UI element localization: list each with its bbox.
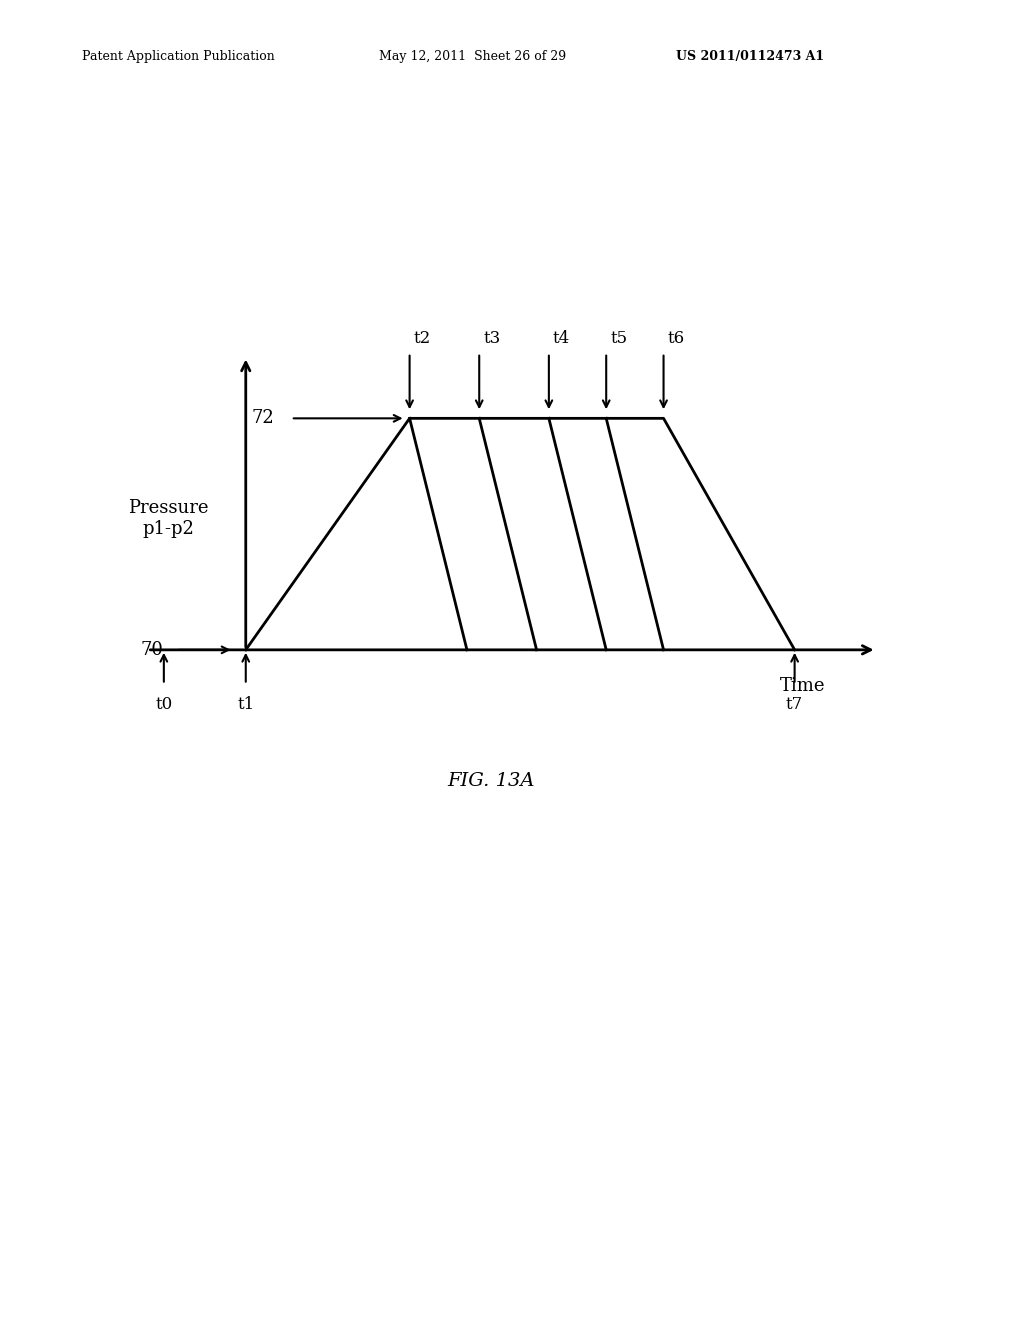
Text: Pressure
p1-p2: Pressure p1-p2 bbox=[128, 499, 208, 539]
Text: t4: t4 bbox=[553, 330, 570, 347]
Text: 70: 70 bbox=[141, 640, 164, 659]
Text: t2: t2 bbox=[414, 330, 431, 347]
Text: t6: t6 bbox=[668, 330, 685, 347]
Text: t7: t7 bbox=[786, 696, 803, 713]
Text: t5: t5 bbox=[610, 330, 628, 347]
Text: t3: t3 bbox=[483, 330, 501, 347]
Text: t0: t0 bbox=[156, 696, 172, 713]
Text: t1: t1 bbox=[238, 696, 254, 713]
Text: Patent Application Publication: Patent Application Publication bbox=[82, 50, 274, 63]
Text: May 12, 2011  Sheet 26 of 29: May 12, 2011 Sheet 26 of 29 bbox=[379, 50, 566, 63]
Text: Time: Time bbox=[780, 677, 825, 694]
Text: FIG. 13A: FIG. 13A bbox=[447, 772, 536, 791]
Text: 72: 72 bbox=[252, 409, 274, 428]
Text: US 2011/0112473 A1: US 2011/0112473 A1 bbox=[676, 50, 824, 63]
